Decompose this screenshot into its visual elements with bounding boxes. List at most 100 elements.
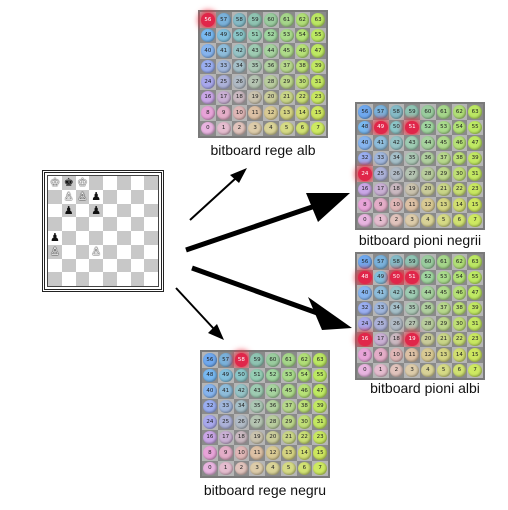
chess-square: ♟ <box>61 203 76 218</box>
bitboard-cell: 6 <box>451 362 468 378</box>
bit-index: 49 <box>216 28 231 42</box>
bit-index: 52 <box>264 28 278 42</box>
bit-index: 5 <box>279 121 294 135</box>
bit-index: 54 <box>452 270 467 284</box>
bitboard-cell: 8 <box>357 347 373 363</box>
bit-index: 0 <box>358 363 372 377</box>
bit-index: 27 <box>248 75 262 89</box>
chess-square <box>89 231 103 245</box>
bit-index: 54 <box>295 28 310 42</box>
bitboard-cell: 45 <box>435 135 452 151</box>
bit-index: 45 <box>279 44 294 58</box>
bitboard-cell: 62 <box>451 104 468 120</box>
bitboard-cell: 12 <box>420 347 436 363</box>
bitboard-cell: 23 <box>310 89 326 105</box>
bitboard-cell: 47 <box>310 43 326 59</box>
bit-index: 22 <box>452 332 467 346</box>
bitboard-cell: 14 <box>296 445 313 461</box>
bitboard-cell: 61 <box>435 104 452 120</box>
bit-index: 51 <box>250 368 264 382</box>
bitboard-cell: 58 <box>388 104 405 120</box>
bit-index: 39 <box>468 301 482 315</box>
bitboard-cell: 26 <box>388 166 405 182</box>
bit-index: 12 <box>264 106 278 120</box>
caption-black-king: bitboard rege negru <box>203 482 327 498</box>
bit-index: 5 <box>281 461 296 475</box>
bit-index: 42 <box>389 286 404 300</box>
bitboard-cell: 57 <box>372 254 389 270</box>
bit-index: 34 <box>389 151 404 165</box>
bit-index: 22 <box>297 430 312 444</box>
bitboard-cell: 33 <box>372 300 389 316</box>
bitboard-cell: 7 <box>467 212 483 228</box>
bitboard-cell: 34 <box>388 300 405 316</box>
bitboard-cell: 42 <box>231 43 248 59</box>
bit-index: 16 <box>358 332 372 346</box>
bit-index: 4 <box>421 213 435 227</box>
black-piece: ♟ <box>63 203 74 217</box>
bit-index: 9 <box>373 348 388 362</box>
bit-index: 29 <box>281 415 296 429</box>
bitboard-cell: 11 <box>404 197 420 213</box>
bit-index: 13 <box>281 446 296 460</box>
bit-index: 23 <box>468 332 482 346</box>
bitboard-cell: 52 <box>265 367 281 383</box>
bitboard-cell: 41 <box>372 135 389 151</box>
bit-index: 57 <box>373 105 388 119</box>
bitboard-cell: 44 <box>263 43 279 59</box>
bitboard-cell: 9 <box>217 445 234 461</box>
bit-index: 37 <box>436 151 451 165</box>
bit-index: 32 <box>201 59 215 73</box>
bit-index: 25 <box>373 167 388 181</box>
bit-index: 8 <box>358 348 372 362</box>
bit-index: 46 <box>295 44 310 58</box>
bitboard-cell: 50 <box>388 269 405 285</box>
bit-index: 63 <box>468 105 482 119</box>
bit-index: 8 <box>358 198 372 212</box>
chess-square: ♔ <box>75 176 90 190</box>
bit-index: 3 <box>405 213 419 227</box>
bit-index: 17 <box>216 90 231 104</box>
bit-index: 57 <box>218 353 233 367</box>
chess-square <box>89 217 103 231</box>
bit-index: 57 <box>373 255 388 269</box>
bit-index: 15 <box>313 446 327 460</box>
chess-square <box>116 258 131 273</box>
bitboard-cell: 36 <box>420 150 436 166</box>
bit-index: 12 <box>421 348 435 362</box>
bit-index: 23 <box>313 430 327 444</box>
bit-index: 23 <box>311 90 325 104</box>
bit-index: 11 <box>250 446 264 460</box>
bit-index: 47 <box>468 136 482 150</box>
bitboard-cell: 18 <box>388 181 405 197</box>
bitboard-cell: 17 <box>215 89 232 105</box>
bit-index: 33 <box>218 399 233 413</box>
bit-index: 30 <box>297 415 312 429</box>
bitboard-cell: 49 <box>217 367 234 383</box>
bitboard-cell: 33 <box>372 150 389 166</box>
bitboard-cell: 36 <box>265 398 281 414</box>
bit-index: 41 <box>373 286 388 300</box>
chess-square <box>144 217 158 231</box>
bit-index: 60 <box>421 255 435 269</box>
bit-index: 30 <box>295 75 310 89</box>
bit-index: 28 <box>421 317 435 331</box>
bitboard-cell: 2 <box>233 460 250 476</box>
bitboard-cell: 32 <box>200 58 216 74</box>
chess-square <box>103 231 117 245</box>
bitboard-cell: 39 <box>310 58 326 74</box>
bitboard-cell: 59 <box>404 254 420 270</box>
bit-index: 6 <box>452 363 467 377</box>
bit-index: 42 <box>234 384 249 398</box>
bit-index: 55 <box>468 120 482 134</box>
chess-square <box>130 217 145 231</box>
bitboard-cell: 42 <box>388 135 405 151</box>
bitboard-cell: 18 <box>231 89 248 105</box>
bitboard-cell: 4 <box>265 460 281 476</box>
bitboard-white-pawns: 56 57 58 59 60 61 62 63 48 49 50 51 52 53 54 55 40 41 42 43… <box>355 252 485 380</box>
bitboard-cell: 22 <box>296 429 313 445</box>
chess-square <box>130 272 145 286</box>
bit-index: 3 <box>248 121 262 135</box>
bitboard-cell: 59 <box>249 352 265 368</box>
bitboard-cell: 1 <box>372 362 389 378</box>
